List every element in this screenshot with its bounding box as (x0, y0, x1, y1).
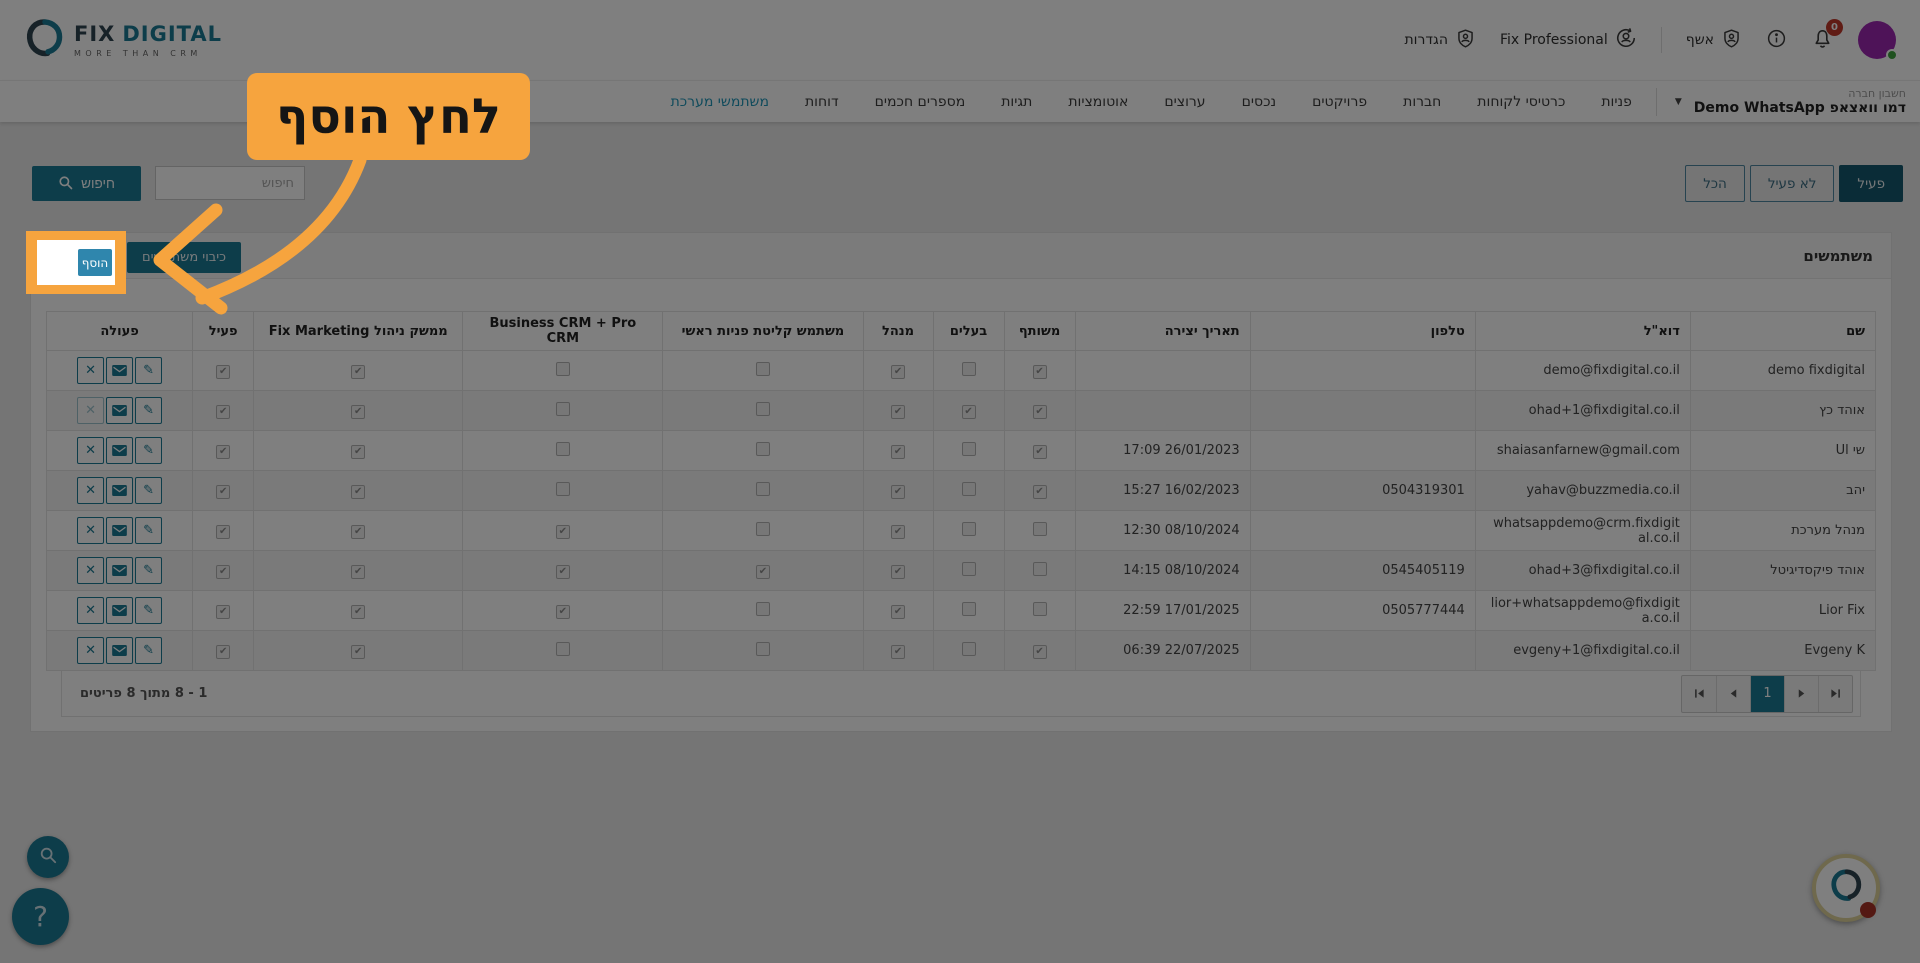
add-button-frame: הוסף (37, 240, 115, 285)
add-user-button[interactable]: הוסף (78, 249, 112, 276)
add-button-highlight: הוסף (26, 231, 126, 294)
tutorial-callout: לחץ הוסף (247, 73, 530, 160)
